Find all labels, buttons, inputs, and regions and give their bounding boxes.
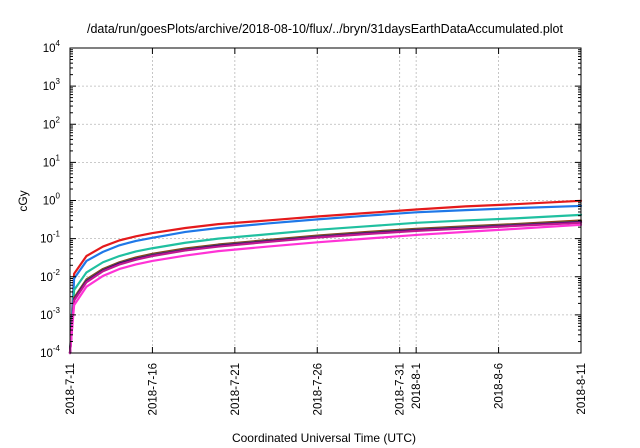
series-line-8 [68,223,583,355]
grid [70,48,581,353]
x-tick-label: 2018-8-1 [411,363,423,409]
y-tick-label: 10-2 [40,268,60,284]
y-tick-label: 101 [43,153,61,169]
x-tick-label: 2018-7-21 [230,363,242,415]
x-tick-label: 2018-8-11 [576,363,588,415]
series-group [68,199,583,355]
y-tick-label: 10-1 [40,230,60,246]
x-tick-label: 2018-7-11 [65,363,77,415]
series-line-2 [68,204,583,355]
x-tick-label: 2018-7-31 [395,363,407,415]
x-axis-label: Coordinated Universal Time (UTC) [232,431,416,445]
y-tick-label: 103 [43,77,61,93]
series-line-3 [68,213,583,355]
x-tick-label: 2018-7-26 [312,363,324,415]
series-line-1 [68,199,583,355]
chart-title: /data/run/goesPlots/archive/2018-08-10/f… [87,22,563,36]
y-axis-label: cGy [16,190,30,211]
series-line-7 [68,221,583,355]
y-axis: 10-4 10-3 10-2 10-1 100 101 102 103 104 [40,39,581,360]
x-axis: 2018-7-11 2018-7-16 2018-7-21 2018-7-26 2018… [65,48,588,415]
y-tick-label: 100 [43,192,61,208]
x-tick-label: 2018-7-16 [147,363,159,415]
x-tick-label: 2018-8-6 [494,363,506,409]
y-tick-label: 10-3 [40,306,60,322]
y-tick-label: 10-4 [40,344,60,360]
y-tick-label: 102 [43,115,61,131]
y-tick-label: 104 [43,39,61,55]
